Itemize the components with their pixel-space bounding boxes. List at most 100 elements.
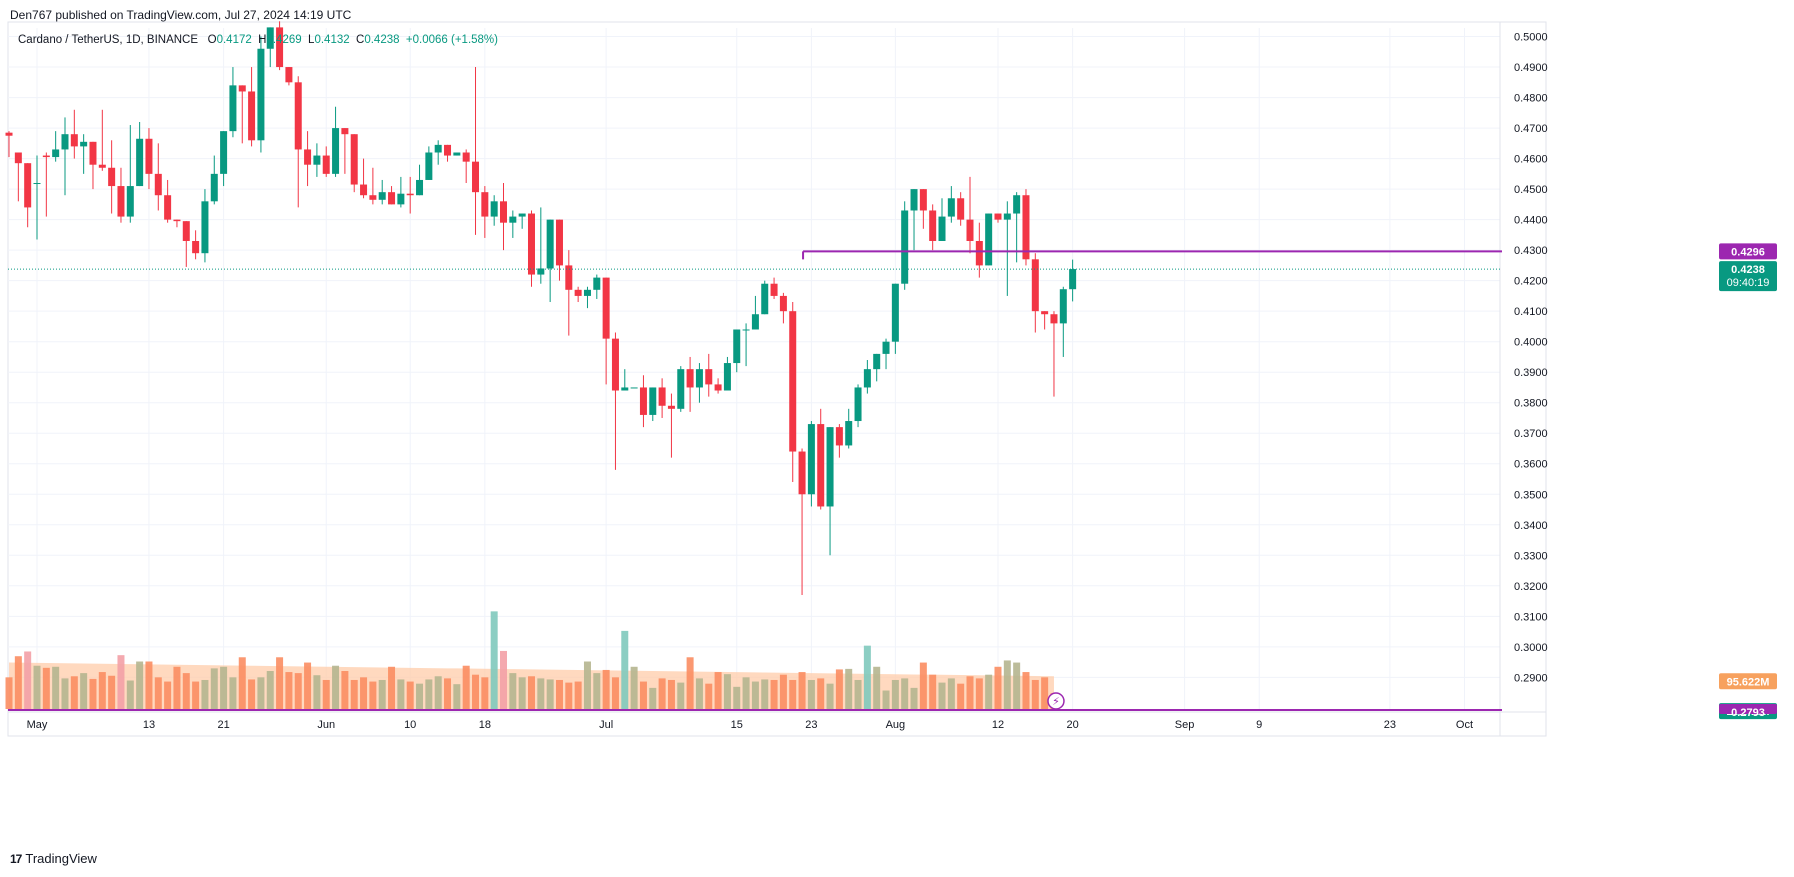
candle-body	[117, 186, 125, 217]
candle	[621, 369, 629, 391]
candle-body	[705, 369, 713, 385]
candle	[182, 221, 190, 267]
candle	[52, 131, 60, 162]
candle-body	[1050, 314, 1058, 324]
price-axis[interactable]: 0.5000 0.4900 0.4800 0.4700 0.4600 0.4500 0.44…	[1514, 32, 1777, 720]
candle-body	[210, 173, 218, 202]
tradingview-logo-icon: 17	[10, 851, 22, 866]
volume-bar	[845, 668, 853, 709]
footer-brand: 17 TradingView	[10, 851, 97, 866]
volume-bar	[546, 679, 554, 709]
time-axis[interactable]: May 13 21 Jun 10 18 Jul 15 23 Aug 12 20 Sep 9 23 Oct	[27, 719, 1473, 731]
candle-body	[490, 201, 498, 217]
time-tick-label: Sep	[1175, 719, 1195, 731]
volume-bar	[686, 657, 694, 709]
candle-body	[332, 128, 340, 174]
candle	[630, 387, 638, 389]
candle-body	[574, 289, 582, 296]
candle-body	[378, 192, 386, 200]
volume-bar	[341, 671, 349, 709]
time-tick-label: 23	[805, 719, 817, 731]
candle-body	[472, 161, 480, 193]
candle	[276, 21, 284, 71]
candle	[919, 189, 927, 229]
candle	[416, 164, 424, 196]
candle-body	[910, 189, 918, 211]
candle	[108, 140, 116, 214]
candle-body	[630, 387, 638, 389]
volume-bar	[658, 678, 666, 709]
volume-bar	[761, 679, 769, 709]
candle-body	[425, 152, 433, 180]
candle	[901, 201, 909, 290]
candle	[677, 366, 685, 412]
candle-body	[257, 48, 265, 141]
candle	[490, 195, 498, 226]
volume-bar	[509, 673, 517, 709]
candle	[751, 295, 759, 330]
volume-bar	[1031, 679, 1039, 709]
candle-body	[61, 134, 69, 150]
candle-body	[173, 219, 181, 222]
candle-body	[154, 173, 162, 196]
candle-body	[416, 179, 424, 196]
volume-bar	[397, 679, 405, 709]
volume-bar	[220, 666, 228, 709]
candle-body	[42, 155, 50, 158]
candle-body	[723, 363, 731, 391]
last-price-label-text: 09:40:19	[1727, 277, 1770, 289]
volume-bar	[798, 672, 806, 709]
volume-bar	[854, 679, 862, 709]
candle-body	[565, 265, 573, 290]
candle	[322, 146, 330, 177]
volume-bar	[229, 677, 237, 709]
candle	[891, 283, 899, 354]
candle	[985, 213, 993, 266]
volume-bar	[294, 673, 302, 709]
candle-body	[761, 283, 769, 315]
candle-body	[1059, 289, 1067, 324]
candle	[695, 363, 703, 403]
candle	[705, 353, 713, 397]
candle	[406, 176, 414, 214]
open-label: O	[207, 34, 217, 46]
symbol-title[interactable]: Cardano / TetherUS, 1D, BINANCE	[18, 34, 199, 46]
volume-bar	[33, 665, 41, 709]
volume-bar	[360, 677, 368, 709]
candle	[658, 378, 666, 418]
candle-body	[52, 149, 60, 158]
volume-bar	[527, 676, 535, 709]
candle	[546, 219, 554, 303]
volume-bar	[677, 682, 685, 709]
candle	[210, 155, 218, 205]
candle-body	[807, 424, 815, 495]
time-tick-label: 9	[1256, 719, 1262, 731]
volume-bar	[182, 673, 190, 709]
candle-body	[555, 219, 563, 266]
volume-bar	[434, 676, 442, 709]
candle	[1041, 311, 1049, 330]
candle	[117, 167, 125, 223]
volume-bar	[453, 684, 461, 709]
candle	[714, 378, 722, 394]
candle	[845, 408, 853, 449]
candle	[126, 125, 134, 223]
change-value: +0.0066 (+1.58%)	[405, 34, 498, 46]
volume-bar	[154, 677, 162, 709]
time-tick-label: 13	[143, 719, 155, 731]
time-tick-label: 21	[217, 719, 229, 731]
volume-bar	[705, 683, 713, 709]
candle-body	[891, 283, 899, 342]
candle-body	[751, 314, 759, 330]
candle-body	[658, 387, 666, 406]
volume-bar	[835, 669, 843, 709]
volume-bar	[985, 674, 993, 709]
volume-bar	[537, 678, 545, 709]
candle-body	[98, 164, 106, 168]
price-tick-label: 0.4700	[1514, 123, 1548, 135]
price-tick-label: 0.4300	[1514, 245, 1548, 257]
candle-body	[201, 201, 209, 254]
volume-bar	[126, 680, 134, 709]
volume-bar	[332, 665, 340, 709]
